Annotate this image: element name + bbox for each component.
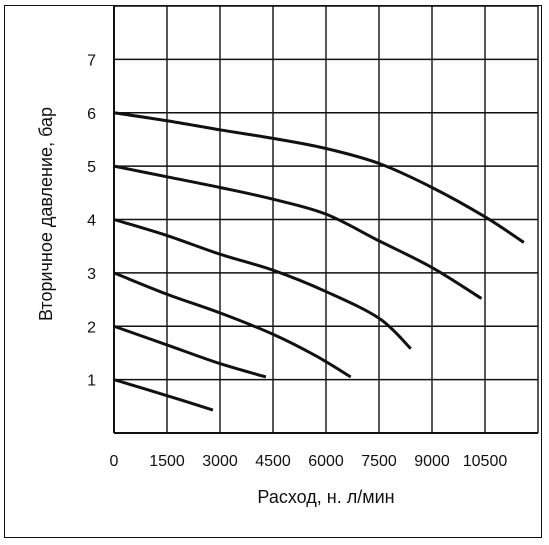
y-tick-label: 2: [87, 319, 96, 336]
series-line-2: [113, 324, 267, 379]
y-tick-label: 1: [87, 373, 96, 390]
series-group: [113, 111, 525, 412]
x-tick-label: 7500: [361, 453, 397, 470]
series-line-1: [113, 378, 214, 412]
grid: [113, 5, 539, 434]
x-tick-label: 0: [110, 453, 119, 470]
x-tick-label: 6000: [308, 453, 344, 470]
y-tick-label: 6: [87, 106, 96, 123]
x-tick-labels: 0 1500 3000 4500 6000 7500 9000 10500: [110, 453, 508, 470]
x-tick-label: 10500: [463, 453, 508, 470]
x-tick-label: 4500: [255, 453, 291, 470]
y-tick-labels: 1 2 3 4 5 6 7: [87, 52, 96, 389]
y-tick-label: 3: [87, 266, 96, 283]
y-axis-title: Вторичное давление, бар: [36, 107, 56, 321]
y-tick-label: 4: [87, 213, 96, 230]
x-tick-label: 1500: [149, 453, 185, 470]
x-tick-label: 3000: [202, 453, 238, 470]
series-line-6: [113, 111, 525, 244]
series-line-3: [113, 271, 352, 379]
y-tick-label: 5: [87, 159, 96, 176]
x-axis-title: Расход, н. л/мин: [257, 487, 394, 507]
x-tick-label: 9000: [414, 453, 450, 470]
series-line-5: [113, 164, 483, 300]
y-tick-label: 7: [87, 52, 96, 69]
series-line-4: [113, 218, 412, 350]
